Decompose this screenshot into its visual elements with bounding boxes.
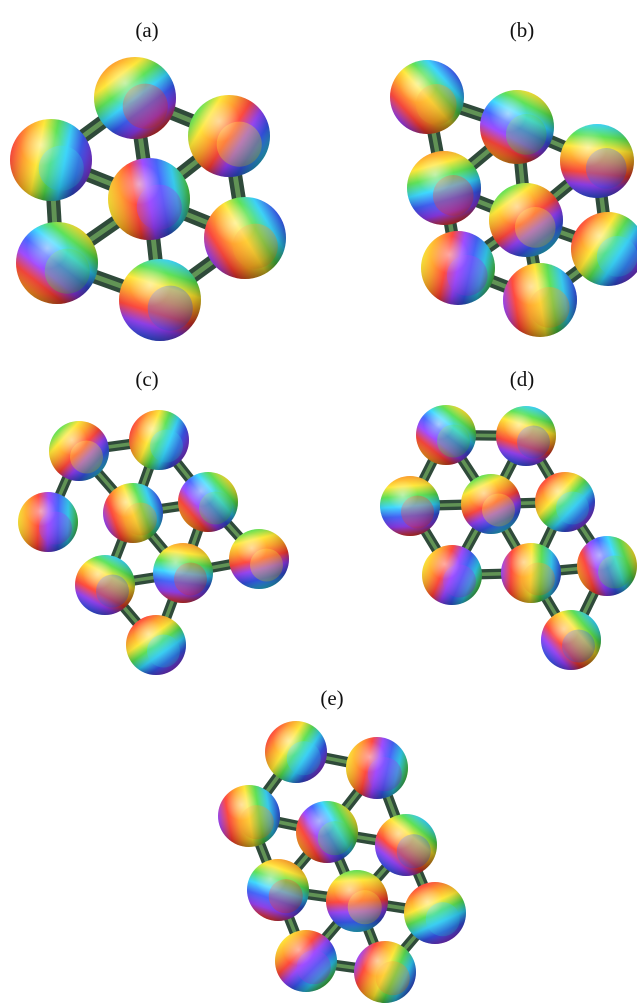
atom-sphere (49, 421, 109, 481)
atom-sphere (229, 529, 289, 589)
atom-sphere (75, 555, 135, 615)
atom-sphere (380, 476, 440, 536)
atom-sphere (178, 472, 238, 532)
atom-sphere (108, 158, 190, 240)
atom-sphere (188, 95, 270, 177)
atom-sphere (489, 183, 563, 257)
atom-sphere (218, 785, 280, 847)
atom-sphere (129, 410, 189, 470)
atom-sphere (560, 124, 634, 198)
atom-sphere (480, 90, 554, 164)
atom-sphere (541, 610, 601, 670)
atom-sphere (247, 859, 309, 921)
atom-sphere (503, 263, 577, 337)
atom-sphere (390, 60, 464, 134)
atom-sphere (10, 119, 92, 201)
atom-sphere (126, 615, 186, 675)
atom-sphere (375, 814, 437, 876)
atom-sphere (404, 882, 466, 944)
atom-sphere (577, 536, 637, 596)
atom-sphere (94, 57, 176, 139)
atom-sphere (18, 492, 78, 552)
panel-b-label: (b) (509, 18, 535, 42)
atom-sphere (496, 406, 556, 466)
panel-d-label: (d) (509, 367, 535, 391)
atom-sphere (16, 222, 98, 304)
atom-sphere (535, 472, 595, 532)
panel-e-label: (e) (320, 686, 344, 710)
atom-sphere (296, 801, 358, 863)
atom-sphere (346, 737, 408, 799)
atom-sphere (103, 483, 163, 543)
atom-sphere (275, 930, 337, 992)
atom-sphere (421, 231, 495, 305)
atom-sphere (571, 212, 637, 286)
panel-a-label: (a) (135, 18, 159, 42)
panel-c-label: (c) (135, 367, 159, 391)
atom-sphere (422, 545, 482, 605)
atom-sphere (265, 721, 327, 783)
atom-sphere (326, 870, 388, 932)
atom-sphere (501, 543, 561, 603)
atom-sphere (416, 405, 476, 465)
atom-sphere (153, 543, 213, 603)
atom-sphere (407, 151, 481, 225)
atom-sphere (354, 941, 416, 1003)
atom-sphere (461, 474, 521, 534)
atom-sphere (119, 259, 201, 341)
atom-sphere (204, 197, 286, 279)
